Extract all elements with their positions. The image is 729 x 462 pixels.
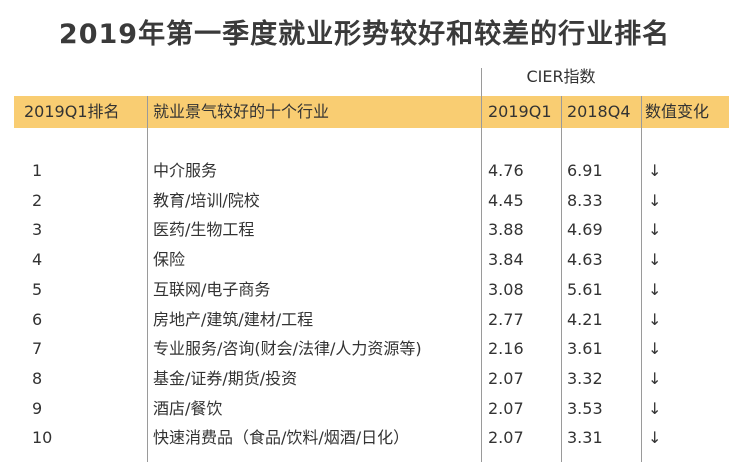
cell: 5 bbox=[32, 279, 43, 299]
cell: 教育/培训/院校 bbox=[153, 190, 260, 210]
cell: ↓ bbox=[648, 398, 662, 418]
cell: 基金/证券/期货/投资 bbox=[153, 368, 298, 388]
cell: 2 bbox=[32, 190, 43, 210]
cell: 1 bbox=[32, 161, 43, 180]
column-line bbox=[147, 96, 148, 462]
cell: 3.84 bbox=[488, 250, 524, 270]
cell: 2.07 bbox=[488, 428, 524, 448]
cell: ↓ bbox=[648, 339, 662, 359]
column-line bbox=[561, 96, 562, 462]
column-header: 2019Q1 bbox=[488, 102, 552, 121]
cell: 4.69 bbox=[567, 220, 603, 240]
cell: 2.77 bbox=[488, 309, 524, 329]
cell: 3 bbox=[32, 220, 43, 240]
column-line bbox=[641, 96, 642, 462]
cell: ↓ bbox=[648, 220, 662, 240]
cell: 酒店/餐饮 bbox=[153, 398, 223, 418]
cell: 2.07 bbox=[488, 398, 524, 418]
cell: 医药/生物工程 bbox=[153, 220, 255, 240]
cell: 5.61 bbox=[567, 279, 603, 299]
cell: 2.07 bbox=[488, 368, 524, 388]
column-header: 数值变化 bbox=[645, 102, 710, 121]
cell: 8.33 bbox=[567, 190, 603, 210]
cell: 专业服务/咨询(财会/法律/人力资源等) bbox=[153, 339, 422, 359]
header-band bbox=[14, 96, 729, 128]
cell: 3.53 bbox=[567, 398, 603, 418]
cell: 3.08 bbox=[488, 279, 524, 299]
cell: ↓ bbox=[648, 161, 662, 180]
cell: 3.31 bbox=[567, 428, 603, 448]
column-line bbox=[481, 68, 482, 462]
cell: ↓ bbox=[648, 428, 662, 448]
cell: 4.63 bbox=[567, 250, 603, 270]
cell: 3.61 bbox=[567, 339, 603, 359]
cell: 3.88 bbox=[488, 220, 524, 240]
cell: 3.32 bbox=[567, 368, 603, 388]
cell: 8 bbox=[32, 368, 43, 388]
cell: 中介服务 bbox=[153, 161, 218, 180]
cell: 快速消费品（食品/饮料/烟酒/日化） bbox=[153, 428, 410, 448]
cell: ↓ bbox=[648, 368, 662, 388]
cell: 保险 bbox=[153, 250, 186, 270]
cell: 6 bbox=[32, 309, 43, 329]
cell: 6.91 bbox=[567, 161, 603, 180]
cell: 4 bbox=[32, 250, 43, 270]
cell: 4.76 bbox=[488, 161, 524, 180]
cell: ↓ bbox=[648, 250, 662, 270]
title: 2019年第一季度就业形势较好和较差的行业排名 bbox=[58, 19, 671, 50]
cell: 9 bbox=[32, 398, 43, 418]
cell: 4.45 bbox=[488, 190, 524, 210]
cell: 7 bbox=[32, 339, 43, 359]
column-header: 就业景气较好的十个行业 bbox=[153, 102, 330, 121]
cell: 4.21 bbox=[567, 309, 603, 329]
cell: 2.16 bbox=[488, 339, 524, 359]
cell: 房地产/建筑/建材/工程 bbox=[153, 309, 314, 329]
cell: ↓ bbox=[648, 309, 662, 329]
column-header: 2019Q1排名 bbox=[24, 102, 120, 121]
cell: ↓ bbox=[648, 279, 662, 299]
cell: 互联网/电子商务 bbox=[153, 279, 271, 299]
cell: 10 bbox=[32, 428, 53, 448]
column-header: 2018Q4 bbox=[567, 102, 631, 121]
group-header: CIER指数 bbox=[526, 67, 596, 86]
cell: ↓ bbox=[648, 190, 662, 210]
